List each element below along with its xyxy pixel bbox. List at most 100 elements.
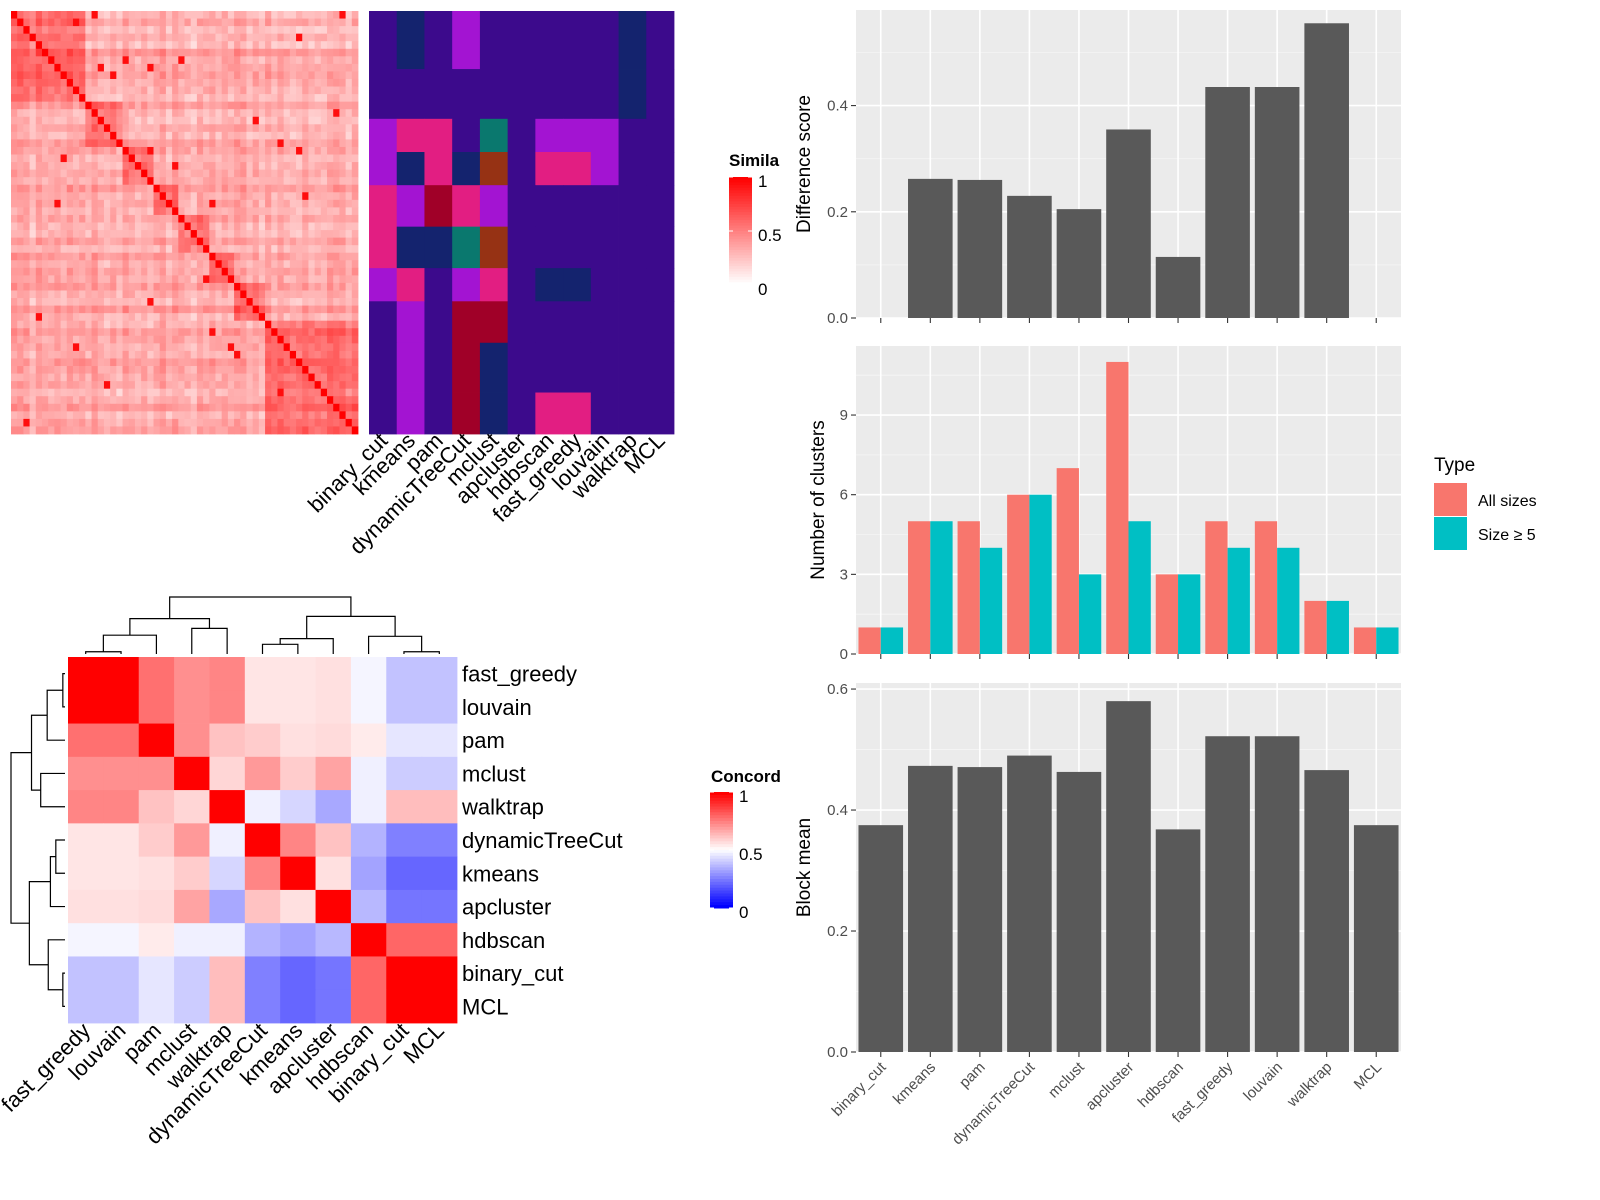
legend-gradient-step [729, 198, 752, 202]
similarity-cell [296, 305, 303, 314]
similarity-cell [35, 267, 43, 276]
similarity-cell [246, 124, 254, 133]
similarity-cell [41, 290, 49, 299]
dendrogram-branch [306, 615, 396, 639]
concordance-cell [386, 989, 423, 1024]
similarity-cell [122, 237, 130, 246]
assignment-cell [590, 226, 619, 269]
similarity-cell [60, 192, 68, 201]
assignment-cell [646, 118, 675, 153]
similarity-cell [147, 350, 154, 359]
similarity-cell [97, 373, 105, 382]
similarity-cell [147, 282, 154, 291]
similarity-cell [339, 267, 347, 276]
similarity-cell [29, 328, 37, 337]
similarity-cell [227, 184, 235, 193]
similarity-cell [184, 86, 192, 95]
similarity-cell [283, 396, 291, 405]
similarity-cell [258, 298, 266, 306]
similarity-cell [283, 11, 291, 19]
similarity-cell [172, 403, 179, 412]
similarity-cell [296, 358, 303, 367]
similarity-cell [48, 11, 55, 19]
similarity-cell [215, 350, 223, 359]
similarity-cell [79, 11, 86, 19]
similarity-cell [190, 381, 198, 390]
similarity-cell [29, 94, 37, 103]
similarity-cell [17, 282, 24, 291]
similarity-cell [184, 162, 192, 171]
similarity-cell [91, 184, 99, 193]
similarity-cell [327, 343, 334, 352]
similarity-cell [35, 71, 43, 80]
similarity-cell [85, 162, 92, 171]
similarity-cell [221, 313, 229, 322]
similarity-cell [184, 109, 192, 118]
similarity-cell [103, 131, 111, 140]
similarity-cell [54, 373, 61, 382]
similarity-cell [227, 63, 235, 72]
concordance-cell [103, 856, 140, 891]
similarity-cell [141, 290, 148, 299]
similarity-cell [289, 78, 297, 87]
similarity-cell [333, 78, 340, 87]
similarity-cell [333, 94, 340, 103]
similarity-cell [103, 33, 111, 42]
similarity-cell [265, 260, 272, 269]
similarity-cell [339, 245, 347, 254]
legend-gradient-step [710, 850, 733, 854]
similarity-cell [234, 26, 241, 35]
similarity-cell [184, 237, 192, 246]
concordance-cell [68, 790, 104, 824]
similarity-cell [221, 305, 229, 314]
similarity-cell [234, 56, 241, 65]
similarity-cell [320, 78, 328, 87]
similarity-cell [327, 222, 334, 231]
similarity-cell [165, 426, 173, 435]
similarity-cell [209, 230, 216, 238]
similarity-cell [85, 146, 92, 155]
similarity-cell [252, 18, 260, 27]
similarity-cell [54, 381, 61, 390]
similarity-cell [277, 328, 285, 337]
similarity-cell [172, 396, 179, 405]
similarity-cell [29, 139, 37, 148]
concordance-cell [244, 723, 281, 758]
similarity-cell [302, 411, 309, 420]
similarity-cell [327, 298, 334, 306]
similarity-cell [79, 252, 86, 261]
similarity-cell [103, 184, 111, 193]
similarity-cell [240, 109, 247, 118]
similarity-cell [72, 230, 80, 238]
similarity-cell [141, 350, 148, 359]
similarity-cell [29, 358, 37, 367]
similarity-cell [178, 199, 185, 208]
similarity-cell [258, 267, 266, 276]
similarity-cell [296, 94, 303, 103]
similarity-cell [97, 162, 105, 171]
similarity-cell [91, 426, 99, 435]
similarity-cell [54, 358, 61, 367]
similarity-cell [141, 177, 148, 186]
similarity-cell [79, 86, 86, 95]
similarity-cell [54, 313, 61, 322]
similarity-cell [41, 48, 49, 57]
similarity-cell [252, 146, 260, 155]
similarity-cell [327, 124, 334, 133]
similarity-cell [128, 252, 136, 261]
similarity-cell [116, 290, 123, 299]
similarity-cell [72, 184, 80, 193]
similarity-cell [351, 350, 359, 359]
similarity-cell [165, 192, 173, 201]
assignment-cell [535, 152, 564, 186]
similarity-cell [35, 418, 43, 427]
similarity-cell [165, 298, 173, 306]
concordance-cell [386, 823, 423, 858]
similarity-cell [128, 358, 136, 367]
similarity-cell [190, 131, 198, 140]
similarity-cell [17, 214, 24, 223]
similarity-cell [48, 131, 55, 140]
similarity-cell [97, 116, 105, 125]
similarity-cell [345, 252, 353, 261]
similarity-cell [246, 101, 254, 110]
